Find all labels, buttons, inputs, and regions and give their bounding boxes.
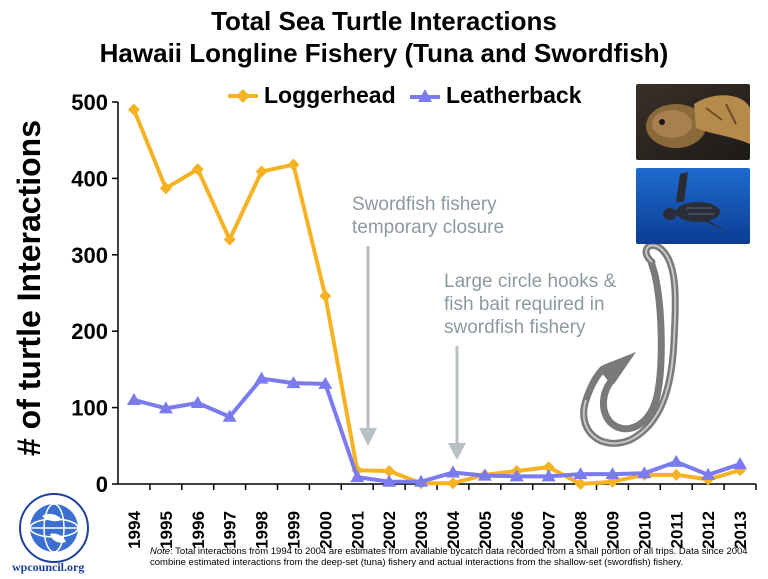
data-point-leatherback <box>669 454 684 467</box>
x-tick-labels: 1994 1995 1996 1997 1998 1999 2000 2001 2002 2003… <box>125 511 750 549</box>
annotation-hooks-line1: Large circle hooks & <box>444 271 617 292</box>
x-tick-label: 1994 <box>125 511 144 549</box>
x-tick-label: 2009 <box>603 511 622 549</box>
data-point-leatherback <box>445 465 460 478</box>
y-tick-label: 100 <box>71 396 108 421</box>
y-axis-title: # of turtle Interactions <box>11 120 47 456</box>
x-tick-label: 1996 <box>189 511 208 549</box>
annotation-arrows <box>359 246 466 460</box>
series-layer <box>126 103 748 490</box>
data-point-loggerhead <box>159 182 172 195</box>
x-tick-label: 2001 <box>348 511 367 549</box>
y-tick-label: 500 <box>71 90 108 115</box>
x-tick-label: 2007 <box>540 511 559 549</box>
x-tick-label: 1997 <box>221 511 240 549</box>
data-point-leatherback <box>126 392 141 405</box>
data-point-leatherback <box>477 468 492 481</box>
data-point-leatherback <box>637 466 652 479</box>
data-point-loggerhead <box>542 461 555 474</box>
x-tick-label: 2011 <box>667 512 686 549</box>
series-leatherback <box>126 371 748 487</box>
data-point-leatherback <box>158 401 173 414</box>
legend-item-loggerhead: Loggerhead <box>228 82 396 109</box>
council-globe-logo <box>4 488 116 574</box>
y-tick-label: 300 <box>71 243 108 268</box>
council-url: wpcouncil.org <box>12 560 85 574</box>
annotation-closure-line1: Swordfish fishery <box>352 194 497 215</box>
data-point-leatherback <box>541 469 556 482</box>
data-point-loggerhead <box>383 465 396 478</box>
data-point-loggerhead <box>191 163 204 176</box>
x-tick-label: 2008 <box>572 511 591 549</box>
data-point-loggerhead <box>287 158 300 171</box>
data-point-loggerhead <box>446 477 459 490</box>
data-point-leatherback <box>605 467 620 480</box>
x-tick-label: 1995 <box>157 511 176 549</box>
y-tick-labels: 0 100 200 300 400 500 <box>71 90 108 497</box>
footnote: Note: Total interactions from 1994 to 20… <box>150 546 764 568</box>
data-point-leatherback <box>733 457 748 470</box>
data-point-leatherback <box>286 376 301 389</box>
legend-triangle-marker <box>410 88 440 102</box>
series-line-leatherback <box>133 376 741 484</box>
x-tick-label: 2012 <box>699 511 718 549</box>
data-point-leatherback <box>190 396 205 409</box>
annotation-hooks-line2: fish bait required in <box>444 294 605 315</box>
x-tick-label: 2013 <box>731 511 750 549</box>
data-point-leatherback <box>701 467 716 480</box>
data-point-leatherback <box>414 474 429 487</box>
data-point-loggerhead <box>223 233 236 246</box>
x-tick-label: 1999 <box>284 511 303 549</box>
data-point-loggerhead <box>255 165 268 178</box>
legend-item-leatherback: Leatherback <box>410 82 582 109</box>
data-point-loggerhead <box>574 478 587 490</box>
x-tick-label: 2005 <box>476 511 495 549</box>
data-point-leatherback <box>318 376 333 389</box>
data-point-leatherback <box>254 371 269 384</box>
y-tick-label: 400 <box>71 166 108 191</box>
chart-title-line1: Total Sea Turtle Interactions <box>211 6 557 36</box>
footnote-text: : Total interactions from 1994 to 2004 a… <box>150 546 748 568</box>
x-tick-label: 2002 <box>380 511 399 549</box>
x-tick-label: 2010 <box>635 511 654 549</box>
data-point-leatherback <box>222 409 237 422</box>
y-tick-label: 0 <box>96 472 108 497</box>
chart-title-line2: Hawaii Longline Fishery (Tuna and Swordf… <box>99 38 669 68</box>
leatherback-turtle-photo <box>636 168 750 244</box>
annotation-hooks-line3: swordfish fishery <box>444 317 586 338</box>
annotation-closure-line2: temporary closure <box>352 217 505 238</box>
data-point-loggerhead <box>319 290 332 303</box>
data-point-loggerhead <box>670 468 683 481</box>
data-point-leatherback <box>573 467 588 480</box>
data-point-leatherback <box>350 470 365 483</box>
legend-label-leatherback: Leatherback <box>446 82 582 108</box>
x-tick-label: 2004 <box>444 511 463 549</box>
data-point-leatherback <box>509 469 524 482</box>
legend-label-loggerhead: Loggerhead <box>264 82 396 108</box>
data-point-loggerhead <box>127 103 140 116</box>
data-point-leatherback <box>382 474 397 487</box>
circle-hook-icon <box>580 241 679 447</box>
annotation-closure: Swordfish fishery temporary closure <box>352 193 504 239</box>
series-loggerhead <box>127 103 747 490</box>
footnote-prefix: Note <box>150 546 171 557</box>
y-tick-label: 200 <box>71 319 108 344</box>
annotation-hooks: Large circle hooks & fish bait required … <box>444 270 616 339</box>
loggerhead-turtle-photo <box>636 84 750 160</box>
x-tick-label: 1998 <box>253 511 272 549</box>
legend-diamond-marker <box>228 88 258 103</box>
x-tick-label: 2003 <box>412 511 431 549</box>
x-tick-label: 2006 <box>508 511 527 549</box>
x-tick-label: 2000 <box>316 511 335 549</box>
